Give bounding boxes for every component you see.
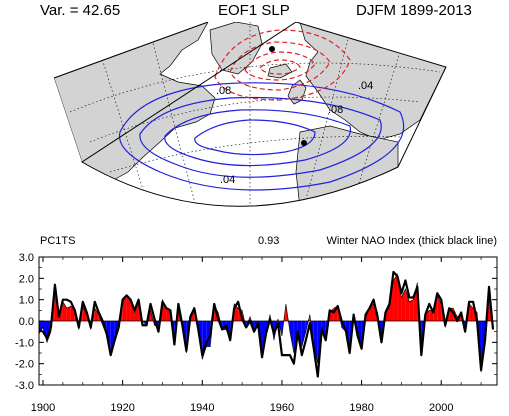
- pc-positive-area: [409, 299, 414, 321]
- pc-negative-area: [357, 321, 362, 347]
- y-tick-label: -3.0: [15, 380, 34, 392]
- x-tick-label: 2000: [429, 402, 453, 414]
- nao-legend-label: Winter NAO Index (thick black line): [326, 235, 497, 247]
- negative-contours: [214, 29, 351, 101]
- pc-timeseries: PC1TS 0.93 Winter NAO Index (thick black…: [15, 235, 498, 414]
- y-tick-label: -1.0: [15, 337, 34, 349]
- contour-label: .04: [220, 174, 235, 186]
- pc-positive-area: [62, 301, 67, 321]
- pc-positive-area: [134, 301, 139, 321]
- map-title: EOF1 SLP: [218, 2, 290, 19]
- x-tick-label: 1900: [31, 402, 55, 414]
- contour-label: .04: [358, 80, 373, 92]
- contour-label: .08: [328, 104, 343, 116]
- pc-positive-area: [429, 310, 434, 321]
- x-tick-label: 1920: [110, 402, 134, 414]
- pc-positive-area: [469, 303, 474, 321]
- nao-index-line: [38, 270, 495, 378]
- pc-negative-area: [297, 321, 302, 347]
- pc-positive-area: [405, 289, 410, 321]
- land-north-america: [54, 22, 216, 183]
- y-tick-label: 3.0: [19, 252, 34, 264]
- pc-negative-area: [289, 321, 294, 353]
- pc-negative-area: [110, 321, 115, 353]
- x-tick-label: 1960: [270, 402, 294, 414]
- pc-negative-area: [378, 321, 382, 341]
- pc-negative-area: [321, 321, 326, 339]
- y-axis: 3.0 2.0 1.0 0.0 -1.0 -2.0 -3.0: [15, 252, 497, 392]
- pc-negative-area: [313, 321, 318, 364]
- pc-positive-area: [441, 303, 445, 321]
- y-tick-label: 1.0: [19, 295, 34, 307]
- azores-marker: [301, 140, 307, 146]
- pc-positive-area: [94, 308, 99, 321]
- pc-negative-area: [293, 321, 298, 353]
- pc-positive-area: [397, 274, 402, 321]
- pc-negative-area: [262, 321, 267, 351]
- pc-positive-area: [393, 274, 398, 321]
- iceland-marker: [269, 46, 275, 52]
- y-tick-label: 0.0: [19, 316, 34, 328]
- pc-positive-area: [401, 289, 406, 321]
- map-boundary: [53, 22, 447, 207]
- contour-label: .08: [216, 85, 231, 97]
- pc-positive-area: [82, 306, 87, 321]
- pc-negative-area: [301, 321, 306, 347]
- y-tick-label: -2.0: [15, 359, 34, 371]
- land-iceland: [267, 63, 293, 79]
- pc-positive-area: [126, 295, 131, 321]
- pc-positive-area: [389, 280, 394, 321]
- x-axis: 1900 1920 1940 1960 1980 2000: [31, 257, 482, 414]
- map-graticule: [69, 22, 441, 207]
- pc-positive-area: [166, 308, 171, 321]
- pc-positive-area: [425, 310, 430, 321]
- x-tick-label: 1980: [349, 402, 373, 414]
- y-tick-label: 2.0: [19, 273, 34, 285]
- period-label: DJFM 1899-2013: [356, 2, 472, 19]
- pc-positive-area: [122, 295, 127, 321]
- pc-positive-area: [51, 286, 55, 321]
- land-europe: [299, 22, 446, 141]
- pc-negative-area: [345, 321, 350, 347]
- series-layer: [38, 270, 497, 378]
- eof-map: .08 .08 .04 .04: [53, 22, 447, 207]
- correlation-label: 0.93: [258, 235, 279, 247]
- variance-label: Var. = 42.65: [40, 2, 121, 19]
- pc-positive-area: [130, 301, 135, 321]
- positive-contours: [118, 82, 405, 191]
- x-tick-label: 1940: [190, 402, 214, 414]
- pc-positive-area: [66, 306, 71, 321]
- pc-label: PC1TS: [40, 235, 75, 247]
